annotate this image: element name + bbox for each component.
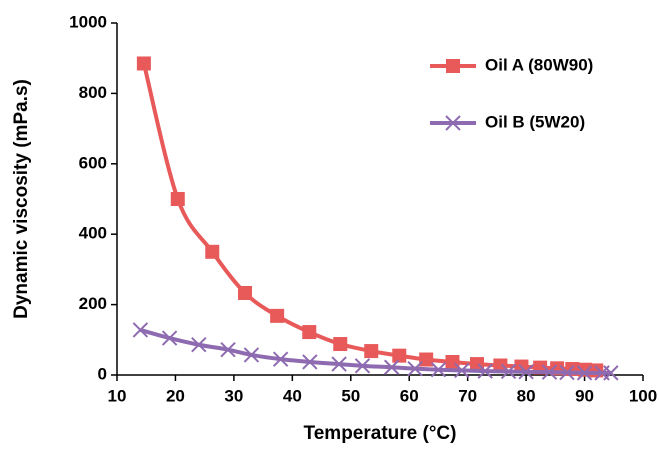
marker — [136, 56, 151, 71]
marker — [559, 364, 575, 381]
marker — [603, 365, 619, 381]
marker — [477, 363, 493, 379]
marker — [392, 348, 407, 363]
marker — [541, 364, 558, 380]
marker — [161, 330, 178, 346]
y-axis-label: Dynamic viscosity (mPa.s) — [11, 79, 32, 319]
marker — [132, 322, 149, 338]
x-tick-label: 60 — [400, 386, 419, 405]
marker — [331, 356, 347, 372]
marker — [576, 365, 593, 381]
marker — [170, 192, 185, 206]
x-tick-label: 70 — [458, 386, 477, 405]
legend-label: Oil B (5W20) — [485, 112, 585, 131]
y-tick-label: 0 — [98, 364, 107, 383]
x-tick-label: 40 — [283, 386, 302, 405]
y-tick-label: 1000 — [69, 12, 107, 31]
y-tick-label: 200 — [79, 294, 107, 313]
y-tick-label: 400 — [79, 224, 107, 243]
marker — [354, 358, 371, 374]
marker — [407, 360, 423, 377]
x-tick-label: 100 — [629, 386, 657, 405]
marker — [454, 362, 470, 379]
marker — [270, 308, 285, 323]
marker — [243, 347, 260, 363]
x-tick-label: 90 — [575, 386, 594, 405]
y-tick-label: 600 — [79, 153, 107, 172]
marker — [220, 341, 236, 358]
marker — [430, 362, 447, 378]
marker — [333, 337, 348, 352]
marker — [518, 364, 534, 380]
x-tick-label: 20 — [166, 386, 185, 405]
marker — [364, 344, 379, 359]
marker — [302, 354, 318, 370]
marker — [205, 244, 220, 259]
x-tick-label: 10 — [108, 386, 127, 405]
marker — [493, 358, 508, 373]
marker — [500, 363, 517, 380]
marker — [237, 285, 252, 300]
x-tick-label: 80 — [517, 386, 536, 405]
x-tick-label: 30 — [224, 386, 243, 405]
marker — [272, 351, 289, 367]
marker — [302, 325, 317, 340]
x-tick-label: 50 — [341, 386, 360, 405]
legend-label: Oil A (80W90) — [485, 55, 593, 74]
marker — [191, 337, 207, 353]
series-line — [141, 62, 597, 373]
marker — [589, 363, 604, 378]
y-tick-label: 800 — [79, 83, 107, 102]
marker — [419, 352, 434, 367]
legend-marker — [446, 59, 460, 73]
x-axis-label: Temperature (°C) — [304, 423, 457, 444]
marker — [383, 359, 400, 375]
legend-marker — [445, 115, 461, 131]
